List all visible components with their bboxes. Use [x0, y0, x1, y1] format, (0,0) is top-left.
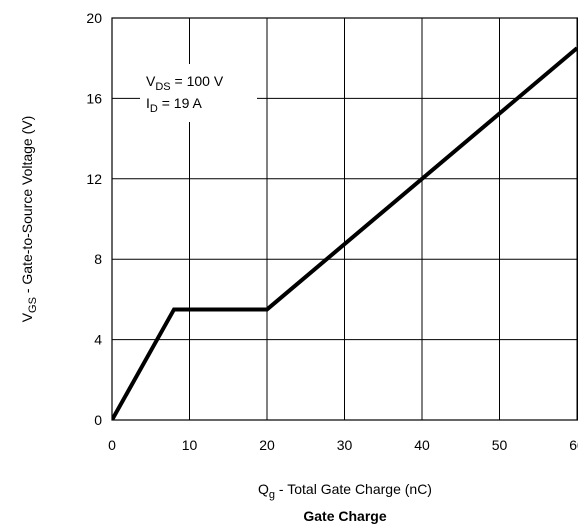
x-tick-label: 30 — [337, 437, 353, 453]
x-tick-label: 40 — [414, 437, 430, 453]
x-tick-label: 50 — [492, 437, 508, 453]
y-tick-label: 20 — [86, 10, 102, 26]
series-line-vgs — [112, 46, 578, 420]
plot-frame — [111, 17, 578, 421]
x-axis-label: Qg - Total Gate Charge (nC) — [258, 481, 432, 501]
y-tick-label: 8 — [94, 251, 102, 267]
x-tick-label: 0 — [108, 437, 116, 453]
x-tick-label: 10 — [182, 437, 198, 453]
y-tick-label: 12 — [86, 171, 102, 187]
y-tick-label: 16 — [86, 90, 102, 106]
annotation-id: ID = 19 A — [146, 95, 202, 115]
y-tick-label: 4 — [94, 332, 102, 348]
chart-title: Gate Charge — [303, 508, 386, 524]
y-axis-label: VGS - Gate-to-Source Voltage (V) — [19, 116, 39, 323]
x-tick-label: 60 — [569, 437, 578, 453]
annotation-vds: VDS = 100 V — [146, 73, 224, 93]
x-tick-label: 20 — [259, 437, 275, 453]
y-tick-label: 0 — [94, 412, 102, 428]
axis-ticks: 0 10 20 30 40 50 60 0 4 8 12 16 20 — [86, 10, 578, 453]
annotation-box — [140, 64, 257, 122]
